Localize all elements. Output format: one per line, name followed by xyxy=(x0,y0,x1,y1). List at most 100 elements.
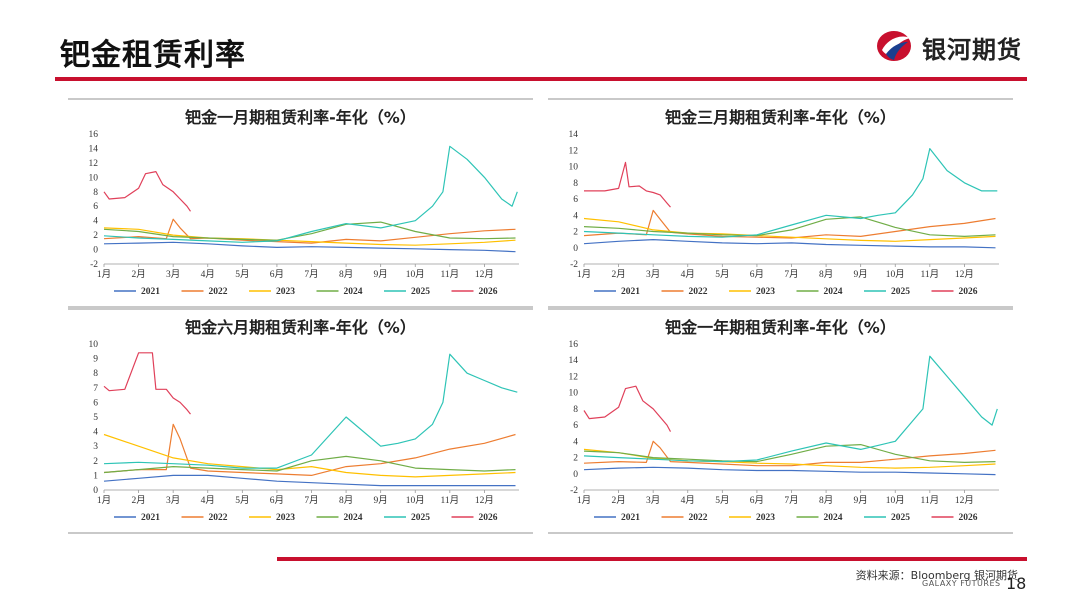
series-line-2025 xyxy=(583,148,998,238)
x-tick-label: 5月 xyxy=(715,495,729,506)
legend-label: 2022 xyxy=(689,287,708,297)
x-tick-label: 2月 xyxy=(611,495,625,506)
y-tick-label: 12 xyxy=(89,159,99,169)
series-line-2022 xyxy=(103,218,516,244)
chart-title: 钯金一月期租赁利率-年化（%） xyxy=(185,108,416,127)
x-tick-label: 6月 xyxy=(750,495,764,506)
series-line-2023 xyxy=(103,433,516,478)
series-line-2023 xyxy=(103,227,516,246)
legend-label: 2022 xyxy=(209,513,228,523)
y-tick-label: 4 xyxy=(93,428,98,438)
series-line-2026 xyxy=(103,171,191,212)
legend-label: 2026 xyxy=(959,513,978,523)
page-title: 钯金租赁利率 xyxy=(60,38,246,73)
header-divider xyxy=(55,77,1027,81)
x-tick-label: 3月 xyxy=(646,495,660,506)
x-tick-label: 7月 xyxy=(304,269,318,280)
legend-label: 2021 xyxy=(621,287,640,297)
x-tick-label: 1月 xyxy=(577,269,591,280)
x-tick-label: 4月 xyxy=(201,495,215,506)
legend-label: 2026 xyxy=(479,287,498,297)
series-line-2023 xyxy=(583,448,996,469)
x-tick-label: 4月 xyxy=(681,495,695,506)
y-tick-label: 6 xyxy=(93,202,98,212)
y-tick-label: 4 xyxy=(93,217,98,227)
x-tick-label: 3月 xyxy=(166,269,180,280)
legend-label: 2022 xyxy=(689,513,708,523)
chart-panel-6m: 钯金六月期租赁利率-年化（%） 0 1 2 3 4 5 6 7 8 9 10 1月 2月 3月 4月 5月 6月… xyxy=(68,308,533,534)
x-tick-label: 8月 xyxy=(819,495,833,506)
legend-label: 2022 xyxy=(209,287,228,297)
y-tick-label: 1 xyxy=(93,471,98,481)
chart-title: 钯金一年期租赁利率-年化（%） xyxy=(665,318,896,337)
y-tick-label: 6 xyxy=(93,398,98,408)
series-line-2025 xyxy=(103,145,518,243)
x-tick-label: 10月 xyxy=(886,269,905,280)
series-line-2024 xyxy=(583,444,996,463)
y-tick-label: 5 xyxy=(93,413,98,423)
chart-panel-1m: 钯金一月期租赁利率-年化（%） -2 0 2 4 6 8 10 12 14 16 1月 2月 3月 4月 5… xyxy=(68,98,533,308)
y-tick-label: 10 xyxy=(569,389,579,399)
y-tick-label: 12 xyxy=(569,372,579,382)
galaxy-logo-icon xyxy=(877,31,911,61)
y-tick-label: 0 xyxy=(573,244,578,254)
legend-label: 2023 xyxy=(756,287,775,297)
x-tick-label: 11月 xyxy=(921,495,940,506)
y-tick-label: 0 xyxy=(93,246,98,256)
legend-label: 2021 xyxy=(141,287,160,297)
x-tick-label: 10月 xyxy=(406,269,425,280)
footer-divider xyxy=(277,557,1027,561)
y-tick-label: 6 xyxy=(573,421,578,431)
legend-label: 2024 xyxy=(824,287,843,297)
x-tick-label: 7月 xyxy=(784,495,798,506)
y-tick-label: 4 xyxy=(573,211,578,221)
series-line-2024 xyxy=(103,455,516,474)
x-tick-label: 11月 xyxy=(441,269,460,280)
y-tick-label: 8 xyxy=(573,405,578,415)
chart-title: 钯金三月期租赁利率-年化（%） xyxy=(665,108,896,127)
y-tick-label: 16 xyxy=(89,130,99,140)
chart-panel-1y: 钯金一年期租赁利率-年化（%） -2 0 2 4 6 8 10 12 14 16 1月 2月 3月 4月 5… xyxy=(548,308,1013,534)
x-tick-label: 12月 xyxy=(955,495,974,506)
y-tick-label: 0 xyxy=(93,486,98,496)
y-tick-label: 2 xyxy=(573,228,578,238)
legend-label: 2025 xyxy=(411,513,430,523)
series-line-2026 xyxy=(583,385,672,432)
y-tick-label: 12 xyxy=(569,146,579,156)
y-tick-label: 8 xyxy=(573,179,578,189)
x-tick-label: 9月 xyxy=(854,495,868,506)
y-tick-label: 2 xyxy=(93,457,98,467)
series-line-2024 xyxy=(583,216,996,237)
legend-label: 2026 xyxy=(959,287,978,297)
x-tick-label: 12月 xyxy=(475,495,494,506)
x-tick-label: 2月 xyxy=(131,269,145,280)
x-tick-label: 9月 xyxy=(374,495,388,506)
x-tick-label: 10月 xyxy=(886,495,905,506)
y-tick-label: 10 xyxy=(89,173,99,183)
x-tick-label: 7月 xyxy=(304,495,318,506)
x-tick-label: 8月 xyxy=(819,269,833,280)
series-line-2024 xyxy=(103,221,516,241)
x-tick-label: 1月 xyxy=(97,495,111,506)
legend-label: 2021 xyxy=(621,513,640,523)
legend-label: 2024 xyxy=(344,513,363,523)
x-tick-label: 4月 xyxy=(201,269,215,280)
x-tick-label: 3月 xyxy=(646,269,660,280)
x-tick-label: 12月 xyxy=(475,269,494,280)
x-tick-label: 5月 xyxy=(715,269,729,280)
y-tick-label: 6 xyxy=(573,195,578,205)
x-tick-label: 1月 xyxy=(577,495,591,506)
x-tick-label: 12月 xyxy=(955,269,974,280)
legend-label: 2023 xyxy=(276,287,295,297)
y-tick-label: 14 xyxy=(89,144,99,154)
y-tick-label: 10 xyxy=(89,340,99,350)
y-tick-label: 3 xyxy=(93,442,98,452)
x-tick-label: 11月 xyxy=(441,495,460,506)
x-tick-label: 8月 xyxy=(339,495,353,506)
series-line-2025 xyxy=(103,353,518,469)
legend-label: 2025 xyxy=(411,287,430,297)
series-line-2021 xyxy=(583,466,996,476)
page-number: 18 xyxy=(1006,574,1027,593)
x-tick-label: 5月 xyxy=(235,495,249,506)
series-line-2023 xyxy=(583,217,996,242)
